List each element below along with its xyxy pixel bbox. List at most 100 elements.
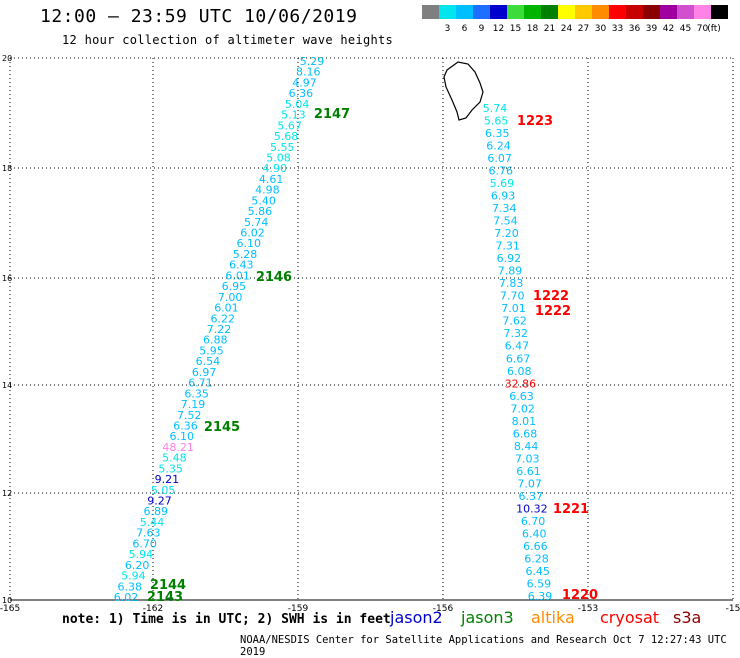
swh-value: 7.52 [177,409,202,422]
swh-value: 6.67 [506,352,531,365]
swh-value: 4.61 [259,173,284,186]
colorbar-label: 39 [646,24,658,34]
colorbar-label: 70 [697,24,709,34]
lat-tick-label: 16 [2,274,12,283]
legend-altika: altika [531,608,575,627]
swh-value: 7.31 [495,240,520,253]
lon-tick-label: -156 [433,604,454,614]
swh-value: 6.70 [521,515,546,528]
swh-value: 6.24 [486,140,511,153]
colorbar-label: 42 [663,24,674,34]
swh-value: 6.47 [505,340,530,353]
lat-tick-label: 18 [2,164,12,173]
swh-value: 6.89 [144,505,169,518]
swh-value: 6.35 [485,127,510,140]
swh-value: 7.70 [500,290,525,303]
swh-value: 6.88 [203,334,228,347]
swh-value: 6.01 [225,269,250,282]
swh-value: 48.21 [162,441,194,454]
colorbar-swatch [524,5,541,19]
colorbar-swatch [694,5,711,19]
colorbar-label: 9 [479,24,485,34]
colorbar-swatch [592,5,609,19]
swh-value: 6.20 [125,559,150,572]
colorbar-swatch [422,5,439,19]
lat-lon-grid [9,57,734,601]
swh-value: 5.35 [158,462,183,475]
colorbar-swatch [439,5,456,19]
swh-value: 5.05 [151,484,176,497]
swh-value: 6.39 [528,590,553,603]
colorbar-label: 18 [527,24,539,34]
colorbar-swatch [490,5,507,19]
colorbar-label: 33 [612,24,623,34]
swh-value: 7.00 [218,291,243,304]
swh-value: 10.32 [516,502,548,515]
swh-value: 5.94 [121,570,146,583]
swh-value: 6.36 [289,87,314,100]
swh-value: 7.20 [494,227,519,240]
swh-value: 5.68 [274,130,299,143]
swh-value: 4.98 [255,184,280,197]
swh-value: 6.10 [237,237,262,250]
colorbar-label: 24 [561,24,573,34]
swh-value: 8.01 [512,415,537,428]
pass-label: 2144 [150,578,186,593]
swh-value: 6.66 [523,540,548,553]
colorbar-swatch [643,5,660,19]
swh-value: 6.43 [229,259,254,272]
swh-value: 7.07 [517,477,542,490]
swh-value: 8.16 [296,66,321,79]
colorbar-swatch [473,5,490,19]
swh-value: 7.03 [515,452,540,465]
swh-value: 6.45 [525,565,550,578]
swh-value: 6.95 [222,280,247,293]
hawaii-coastline [443,61,484,121]
pass-label: 1222 [533,289,569,304]
swh-value: 6.22 [210,312,235,325]
swh-value: 32.86 [505,377,537,390]
swh-value: 5.74 [483,102,508,115]
swh-value: 5.65 [484,115,509,128]
colorbar-label: 12 [493,24,504,34]
note-text: note: 1) Time is in UTC; 2) SWH is in fe… [62,612,391,627]
swh-value: 5.55 [270,141,295,154]
swh-value: 5.04 [285,98,310,111]
colorbar-label: 21 [544,24,555,34]
swh-value: 7.01 [501,302,526,315]
swh-value: 8.44 [514,440,539,453]
pass-label: 2145 [204,420,240,435]
swh-value: 4.90 [263,162,288,175]
colorbar-label: 45 [680,24,691,34]
lat-tick-label: 20 [2,54,12,63]
swh-value: 5.13 [281,109,306,122]
lon-tick-label: -153 [578,604,598,614]
pass-label: 1221 [553,502,589,517]
pass-label: 1220 [562,588,598,603]
swh-value: 6.61 [516,465,541,478]
swh-value: 5.86 [248,205,273,218]
lon-tick-label: -15 [726,604,740,614]
pass-label: 2147 [314,107,350,122]
colorbar-label: 6 [462,24,468,34]
swh-value: 7.19 [181,398,206,411]
swh-value: 7.89 [498,265,523,278]
swh-value: 6.71 [188,377,213,390]
swh-value: 7.83 [499,277,524,290]
swh-value: 7.54 [493,215,518,228]
lat-tick-label: 14 [2,381,12,390]
axis-ticks: -165 -162 -159 -156 -153 -15 20 18 16 14 12 10 [0,54,740,614]
swh-value: 5.74 [244,216,269,229]
swh-value: 6.59 [527,577,552,590]
swh-value: 6.07 [487,152,512,165]
swh-value: 6.70 [132,537,157,550]
pass-label: 2143 [147,590,183,605]
swh-value: 9.27 [147,495,172,508]
legend-s3a: s3a [673,608,702,627]
map-subtitle: 12 hour collection of altimeter wave hei… [62,33,394,47]
legend-cryosat: cryosat [600,608,660,627]
colorbar-swatch [575,5,592,19]
pass-label: 2146 [256,270,292,285]
swh-value: 5.94 [129,548,154,561]
track-west-values: 5.298.164.976.365.045.135.675.685.555.08… [114,55,325,604]
